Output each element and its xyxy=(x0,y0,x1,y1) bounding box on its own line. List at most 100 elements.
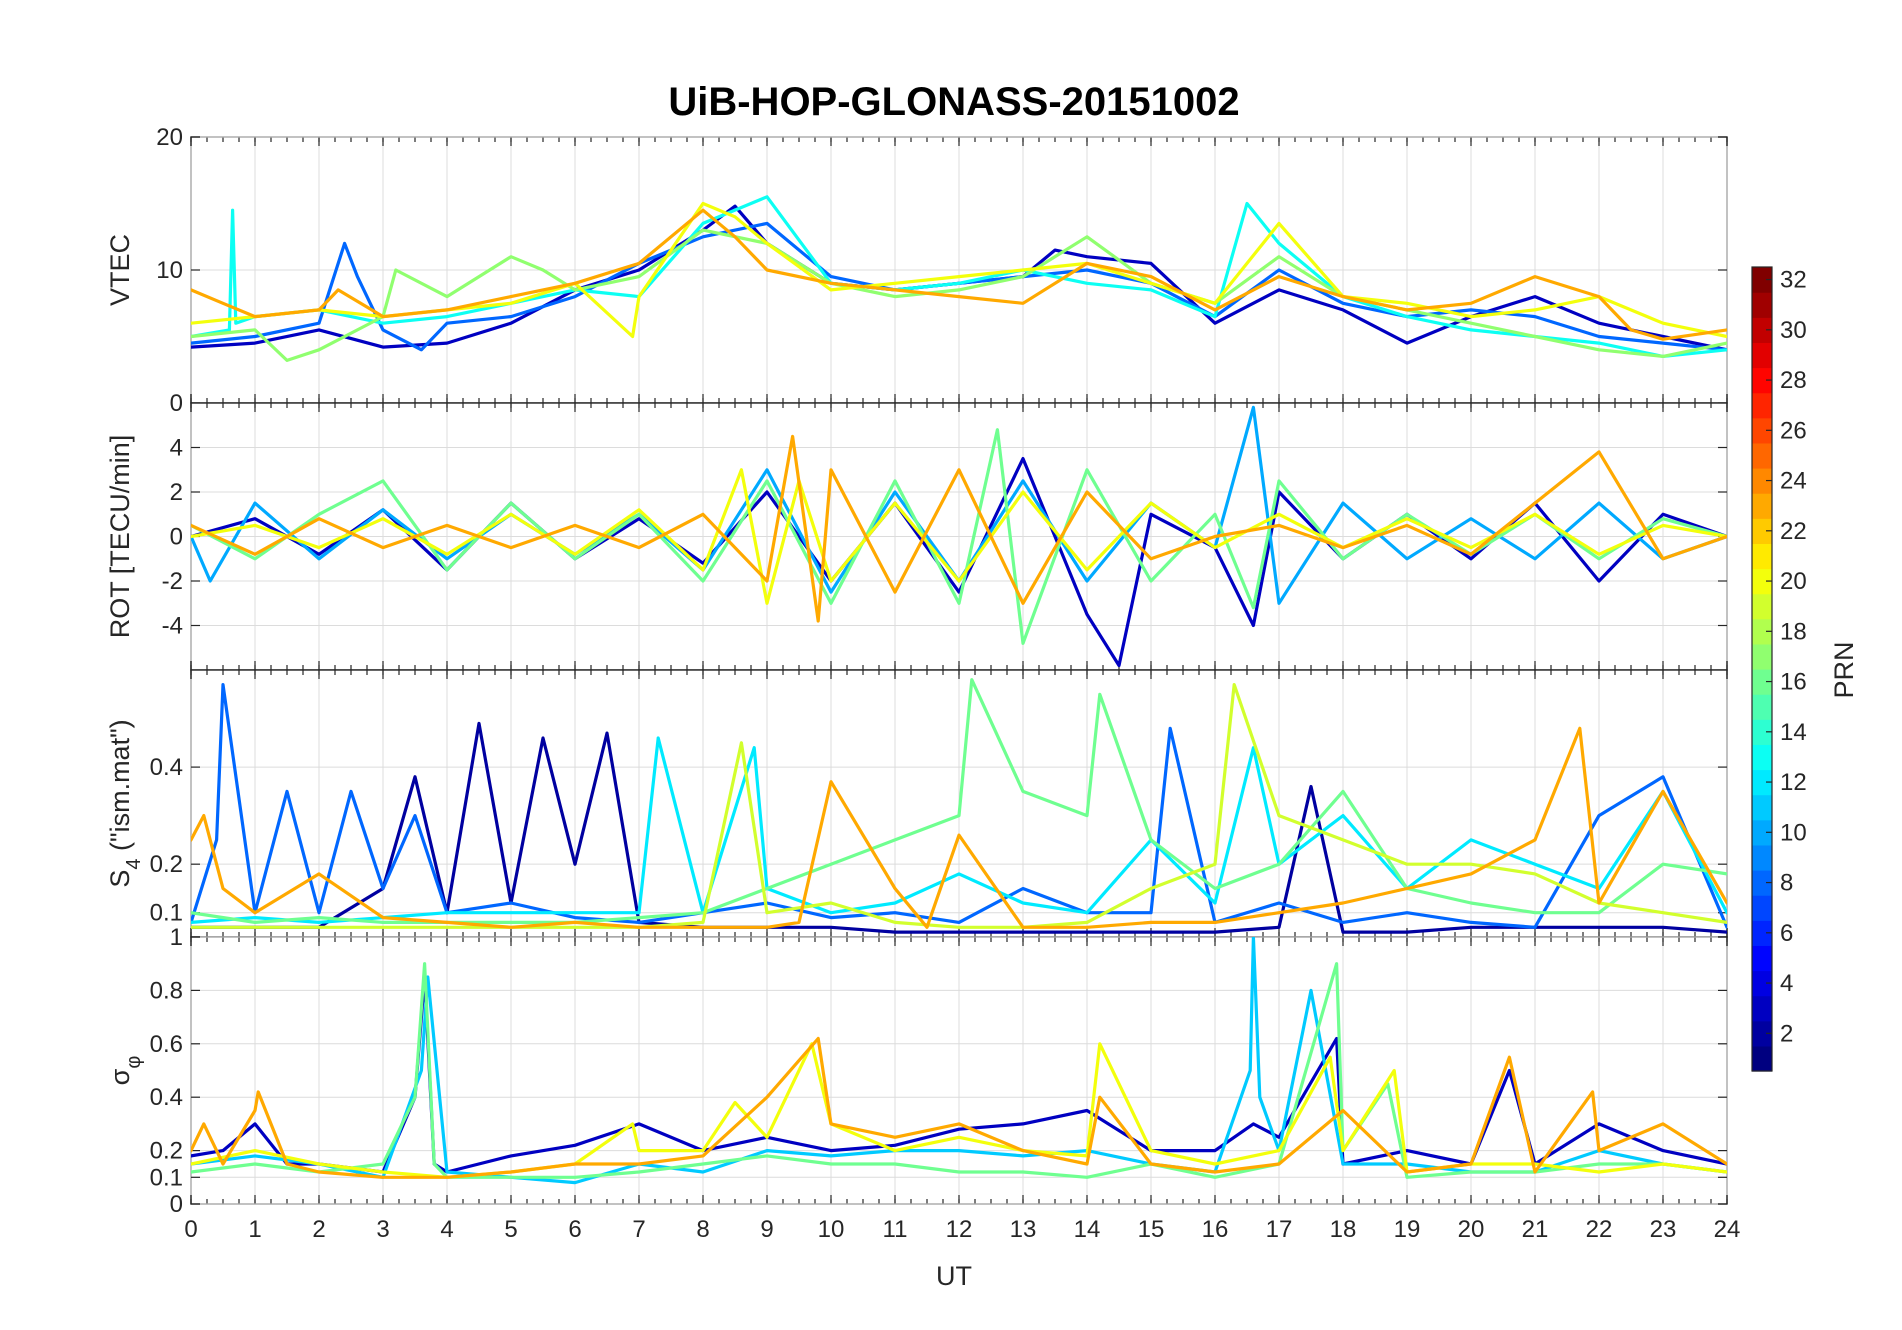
series-line-prn-16 xyxy=(191,678,1727,924)
colorbar-tick-label: 22 xyxy=(1780,518,1807,545)
colorbar-tick-label: 18 xyxy=(1780,618,1807,645)
y-tick-label: 0.8 xyxy=(150,977,183,1004)
y-tick-label: 0.4 xyxy=(150,754,183,781)
x-tick-label: 20 xyxy=(1458,1216,1485,1243)
x-tick-label: 19 xyxy=(1394,1216,1421,1243)
series-group xyxy=(191,678,1727,934)
colorbar-segment xyxy=(1752,669,1772,695)
colorbar-tick-label: 2 xyxy=(1780,1020,1793,1047)
colorbar-segment xyxy=(1752,1045,1772,1072)
y-tick-label: 0.2 xyxy=(150,1138,183,1165)
x-tick-label: 15 xyxy=(1138,1216,1165,1243)
colorbar-segment xyxy=(1752,995,1772,1022)
y-tick-label: 1 xyxy=(170,924,183,951)
x-tick-label: 23 xyxy=(1650,1216,1677,1243)
colorbar-segment xyxy=(1752,945,1772,972)
y-tick-label: 0.6 xyxy=(150,1031,183,1058)
colorbar-segment xyxy=(1752,694,1772,720)
colorbar-segment xyxy=(1752,643,1772,670)
colorbar-tick-label: 16 xyxy=(1780,669,1807,696)
x-tick-label: 14 xyxy=(1074,1216,1101,1243)
y-tick-label: -4 xyxy=(162,613,183,640)
colorbar-segment xyxy=(1752,367,1772,394)
colorbar-segment xyxy=(1752,342,1772,369)
colorbar-segment xyxy=(1752,870,1772,896)
series-group xyxy=(191,195,1727,362)
series-line-prn-16 xyxy=(191,962,1727,1179)
colorbar-segment xyxy=(1752,518,1772,544)
x-tick-label: 4 xyxy=(440,1216,453,1243)
panel-4: 00.10.2 0.4 0.6 0.8 1 σφ xyxy=(105,924,1728,1218)
colorbar-segment xyxy=(1752,618,1772,645)
colorbar-segment xyxy=(1752,392,1772,419)
x-tick-label: 6 xyxy=(568,1216,581,1243)
x-tick-label: 3 xyxy=(376,1216,389,1243)
colorbar-segment xyxy=(1752,819,1772,846)
colorbar-segment xyxy=(1752,468,1772,494)
y-tick-label: 4 xyxy=(170,435,183,462)
colorbar-segment xyxy=(1752,417,1772,444)
colorbar-tick-label: 14 xyxy=(1780,719,1807,746)
y-tick-label: 20 xyxy=(156,124,183,151)
series-line-prn-2 xyxy=(191,721,1727,934)
x-tick-label: 7 xyxy=(632,1216,645,1243)
y-axis-label: S4 ("ism.mat") xyxy=(105,719,145,887)
colorbar-tick-label: 8 xyxy=(1780,870,1793,897)
colorbar-segment xyxy=(1752,794,1772,821)
colorbar-tick-label: 28 xyxy=(1780,367,1807,394)
x-tick-label: 0 xyxy=(184,1216,197,1243)
y-axis-label: σφ xyxy=(105,1056,145,1086)
series-group xyxy=(191,405,1727,668)
series-line-prn-8 xyxy=(191,683,1727,929)
series-line-prn-23 xyxy=(191,726,1727,929)
y-tick-label: 0.1 xyxy=(150,900,183,927)
x-tick-label: 24 xyxy=(1714,1216,1741,1243)
x-tick-label: 18 xyxy=(1330,1216,1357,1243)
y-tick-label: 2 xyxy=(170,479,183,506)
colorbar-segment xyxy=(1752,292,1772,318)
colorbar-segment xyxy=(1752,744,1772,771)
series-line-prn-8 xyxy=(191,221,1727,352)
colorbar-segment xyxy=(1752,719,1772,745)
x-axis-label: UT xyxy=(936,1261,972,1291)
x-tick-label: 1 xyxy=(248,1216,261,1243)
series-line-prn-23 xyxy=(191,1036,1727,1179)
colorbar-tick-label: 26 xyxy=(1780,417,1807,444)
colorbar-segment xyxy=(1752,493,1772,519)
colorbar-frame xyxy=(1751,266,1773,1072)
colorbar-tick-label: 32 xyxy=(1780,267,1807,294)
colorbar-tick-label: 24 xyxy=(1780,468,1807,495)
series-line-prn-19 xyxy=(191,683,1727,929)
colorbar-segment xyxy=(1752,844,1772,871)
x-tick-label: 16 xyxy=(1202,1216,1229,1243)
colorbar-segment xyxy=(1752,1020,1772,1047)
series-line-prn-20 xyxy=(191,201,1727,339)
series-line-prn-17 xyxy=(191,228,1727,362)
chart-title: UiB-HOP-GLONASS-20151002 xyxy=(668,80,1239,124)
series-line-prn-16 xyxy=(191,428,1727,645)
x-tick-label: 11 xyxy=(883,1216,908,1243)
colorbar-tick-label: 4 xyxy=(1780,970,1793,997)
colorbar-tick-label: 30 xyxy=(1780,317,1807,344)
x-tick-label: 2 xyxy=(312,1216,325,1243)
x-tick-label: 13 xyxy=(1010,1216,1037,1243)
x-tick-label: 12 xyxy=(946,1216,973,1243)
y-tick-label: 10 xyxy=(156,257,183,284)
colorbar-tick-label: 20 xyxy=(1780,568,1807,595)
colorbar-segment xyxy=(1752,317,1772,343)
y-axis-label: VTEC xyxy=(105,234,135,306)
colorbar-segment xyxy=(1752,593,1772,620)
colorbar-tick-label: 12 xyxy=(1780,769,1807,796)
panel-1: 0 10 20 VTEC xyxy=(105,124,1728,417)
x-tick-label: 10 xyxy=(818,1216,845,1243)
colorbar-tick-label: 6 xyxy=(1780,920,1793,947)
series-line-prn-23 xyxy=(191,208,1727,341)
colorbar-segment xyxy=(1752,895,1772,921)
series-line-prn-23 xyxy=(191,434,1727,623)
y-tick-label: 0.2 xyxy=(150,851,183,878)
y-tick-label: 0 xyxy=(170,524,183,551)
x-tick-label: 5 xyxy=(504,1216,517,1243)
